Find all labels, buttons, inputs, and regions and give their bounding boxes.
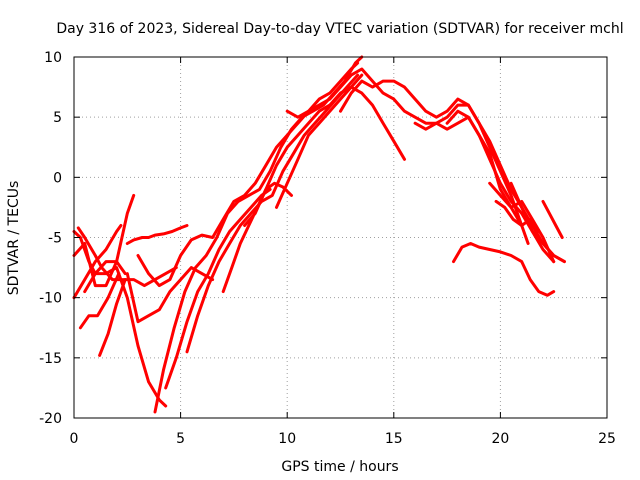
series-line-arc-23 — [509, 181, 566, 264]
grid-lines — [74, 57, 607, 418]
series-line-arc-24 — [541, 199, 564, 239]
y-tick-label: 0 — [53, 170, 62, 186]
data-series — [72, 55, 566, 414]
series-line-arc-15 — [243, 85, 406, 227]
series-line-arc-7 — [125, 224, 189, 245]
series-line-arc-10 — [136, 61, 360, 288]
series-line-arc-5 — [98, 278, 127, 357]
y-tick-label: -20 — [39, 411, 62, 427]
y-tick-label: 10 — [44, 50, 62, 66]
y-axis-label: SDTVAR / TECUs — [6, 181, 22, 296]
y-tick-label: -5 — [48, 231, 62, 247]
series-line-arc-16 — [275, 73, 364, 209]
series-line-arc-19 — [413, 103, 524, 227]
x-tick-label: 15 — [385, 431, 403, 447]
series-line-arc-4 — [78, 272, 121, 330]
series-line-arc-6 — [83, 260, 127, 294]
series-line-arc-25 — [494, 199, 541, 233]
y-tick-label: 5 — [53, 110, 62, 126]
y-tick-label: -10 — [39, 291, 62, 307]
series-line-arc-21 — [488, 181, 530, 245]
series-line-arc-22 — [452, 242, 556, 297]
x-tick-label: 5 — [176, 431, 185, 447]
x-axis-label: GPS time / hours — [281, 459, 398, 475]
axis-ticks: 0 5 10 15 20 25 -20 -15 -10 -5 0 5 10 — [39, 50, 616, 447]
series-line-arc-12 — [164, 187, 272, 390]
series-line-arc-1 — [72, 193, 136, 288]
x-tick-label: 0 — [70, 431, 79, 447]
series-line-arc-2 — [72, 230, 168, 408]
x-tick-label: 20 — [491, 431, 509, 447]
chart-title: Day 316 of 2023, Sidereal Day-to-day VTE… — [56, 21, 623, 37]
x-tick-label: 10 — [278, 431, 296, 447]
series-line-arc-3 — [72, 224, 123, 300]
series-line-arc-9 — [125, 266, 215, 324]
x-tick-label: 25 — [598, 431, 616, 447]
y-tick-label: -15 — [39, 351, 62, 367]
series-line-arc-8 — [76, 226, 178, 288]
